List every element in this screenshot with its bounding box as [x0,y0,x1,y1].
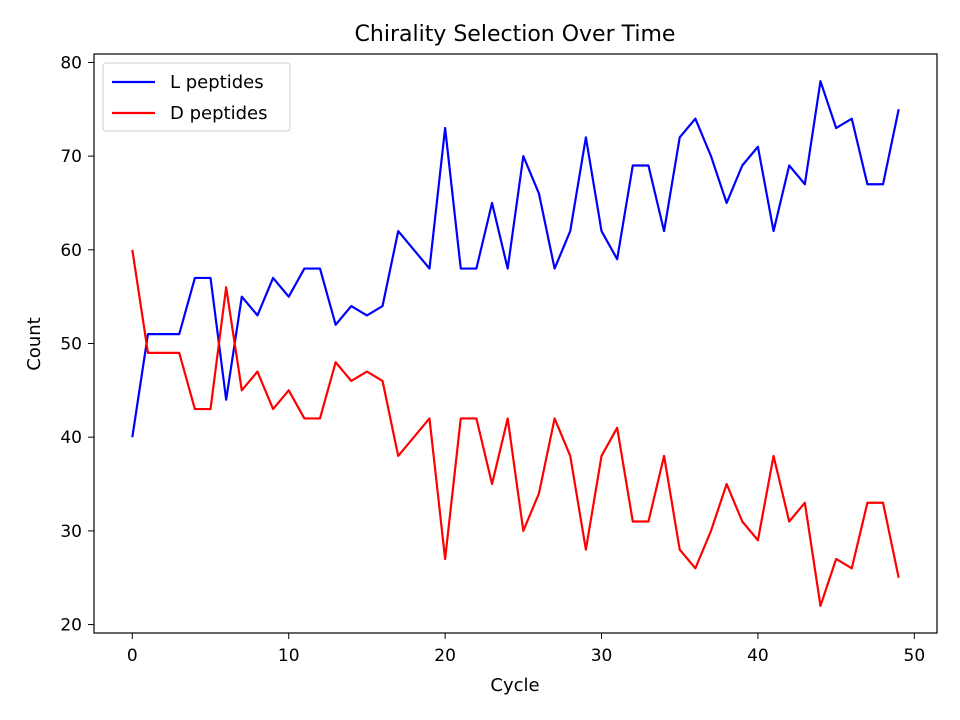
series-layer [131,80,900,607]
y-tick-label: 60 [60,241,82,261]
series-line-l-peptides [131,80,900,438]
legend: L peptides D peptides [102,62,291,132]
legend-label-d-peptides: D peptides [170,103,267,124]
y-tick-label: 30 [60,522,82,542]
x-tick-label: 0 [127,646,138,666]
x-axis-label: Cycle [490,675,539,696]
y-axis-label: Count [24,317,45,370]
y-tick-label: 70 [60,147,82,167]
x-tick-label: 20 [434,646,456,666]
y-tick-label: 50 [60,335,82,355]
x-tick-label: 40 [747,646,769,666]
y-tick-label: 20 [60,616,82,636]
series-line-d-peptides [131,249,900,607]
plot-frame [93,53,938,634]
x-tick-label: 30 [591,646,613,666]
legend-label-l-peptides: L peptides [170,72,264,93]
x-tick-label: 10 [278,646,300,666]
x-tick-label: 50 [904,646,926,666]
y-tick-label: 40 [60,428,82,448]
chart-title: Chirality Selection Over Time [355,22,676,47]
y-tick-label: 80 [60,53,82,73]
ticks-layer: 0 10 20 30 40 50 20 30 40 50 60 70 80 [60,53,925,666]
